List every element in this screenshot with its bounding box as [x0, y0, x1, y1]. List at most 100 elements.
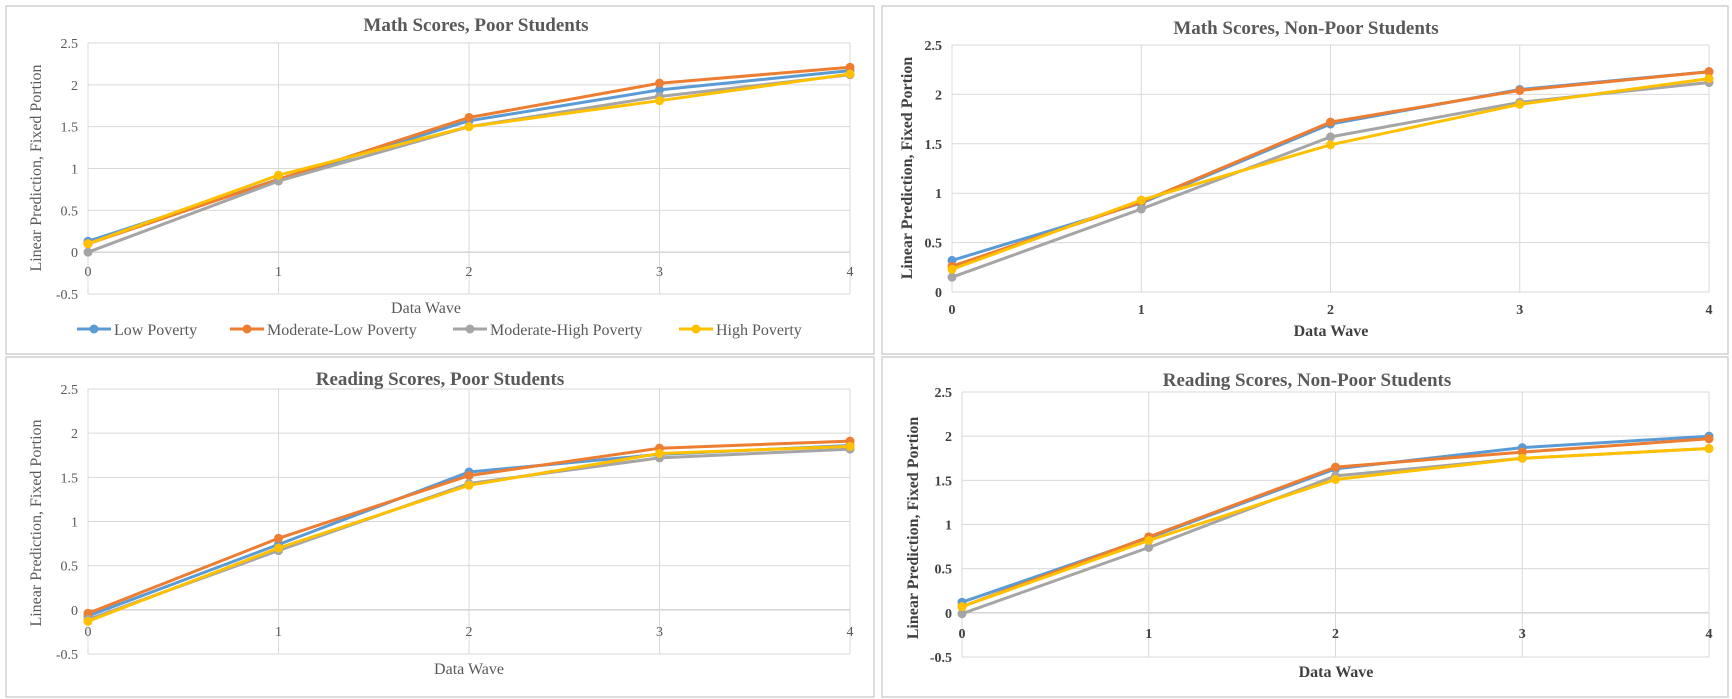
chart-title: Math Scores, Poor Students: [363, 15, 588, 36]
y-tick-label: -0.5: [56, 288, 78, 303]
data-point: [1517, 453, 1527, 463]
chart-math-nonpoor: Math Scores, Non-Poor Students Data Wave…: [899, 18, 1714, 340]
x-tick-label: 1: [275, 625, 282, 640]
y-axis-label: Linear Prediction, Fixed Portion: [28, 419, 45, 626]
data-point: [274, 543, 283, 553]
data-point: [845, 62, 855, 72]
x-tick-label: 0: [85, 265, 92, 280]
legend-swatch-marker: [691, 324, 701, 334]
data-point: [1136, 195, 1146, 205]
y-tick-label: 2: [945, 430, 952, 445]
x-axis-label: Data Wave: [1294, 323, 1369, 340]
legend-item-low-poverty: Low Poverty: [77, 322, 197, 339]
legend: Low Poverty Moderate-Low Poverty Moderat…: [77, 322, 802, 339]
data-point: [1136, 204, 1146, 214]
data-point: [1326, 140, 1335, 150]
y-tick-label: 1.5: [925, 138, 943, 153]
data-point: [1517, 447, 1527, 457]
data-point: [1326, 117, 1335, 127]
y-tick-label: 0: [935, 286, 942, 301]
x-tick-label: 3: [1519, 627, 1526, 642]
data-point: [83, 616, 93, 626]
y-tick-label: 1: [935, 187, 942, 202]
data-point: [274, 533, 283, 543]
y-tick-label: -0.5: [56, 648, 78, 663]
gridlines: [961, 391, 1710, 658]
legend-label: Moderate-High Poverty: [490, 322, 642, 339]
x-tick-label: 3: [1516, 303, 1523, 318]
x-tick-label: 3: [656, 625, 663, 640]
y-tick-label: 1: [71, 163, 78, 178]
data-point: [464, 122, 474, 132]
data-point: [1515, 85, 1525, 95]
y-tick-label: 1.5: [61, 471, 79, 486]
x-tick-label: 4: [1706, 627, 1713, 642]
data-point: [845, 69, 855, 79]
data-point: [1144, 542, 1154, 552]
data-point: [464, 112, 474, 122]
y-tick-label: 0.5: [61, 560, 79, 575]
legend-item-moderate-low-poverty: Moderate-Low Poverty: [230, 322, 417, 339]
x-tick-label: 2: [1332, 627, 1339, 642]
data-point: [274, 170, 283, 180]
y-tick-label: 1: [71, 516, 78, 531]
data-point: [957, 609, 967, 619]
x-axis-label: Data Wave: [1299, 664, 1374, 681]
y-tick-label: 0: [945, 607, 952, 622]
y-tick-label: 2.5: [61, 37, 79, 52]
y-axis-label: Linear Prediction, Fixed Portion: [905, 417, 922, 640]
x-tick-label: 0: [85, 625, 92, 640]
y-tick-label: 1.5: [935, 474, 953, 489]
y-tick-label: 0.5: [61, 204, 79, 219]
x-tick-label: 2: [1327, 303, 1334, 318]
chart-title: Math Scores, Non-Poor Students: [1173, 18, 1438, 39]
data-point: [1515, 99, 1525, 109]
panel-frame-reading-nonpoor: [881, 356, 1729, 698]
x-tick-label: 2: [466, 265, 473, 280]
legend-swatch-marker: [465, 324, 475, 334]
data-point: [655, 85, 664, 95]
y-tick-label: 2.5: [61, 383, 79, 398]
data-point: [1704, 74, 1714, 84]
data-point: [464, 471, 474, 481]
data-point: [83, 608, 93, 618]
data-point: [655, 78, 664, 88]
legend-label: Moderate-Low Poverty: [267, 322, 417, 339]
x-tick-label: 2: [466, 625, 473, 640]
data-point: [1704, 67, 1714, 77]
panel-frame-math-nonpoor: [881, 5, 1729, 355]
data-point: [655, 448, 664, 458]
y-tick-label: 0: [71, 604, 78, 619]
y-tick-label: 2: [71, 427, 78, 442]
data-point: [947, 272, 957, 282]
data-point: [957, 602, 967, 612]
gridlines: [951, 44, 1710, 293]
y-tick-label: 2.5: [935, 386, 953, 401]
panel-frame-reading-poor: [5, 356, 875, 698]
x-tick-label: 1: [1145, 627, 1152, 642]
y-tick-label: 1.5: [61, 121, 79, 136]
data-point: [655, 96, 664, 106]
chart-title: Reading Scores, Non-Poor Students: [1163, 370, 1452, 391]
x-tick-label: 0: [959, 627, 966, 642]
panel-frame-math-poor: [5, 5, 875, 355]
data-point: [1704, 434, 1714, 444]
y-axis-label: Linear Prediction, Fixed Portion: [28, 64, 45, 271]
data-point: [1326, 132, 1335, 142]
x-tick-label: 4: [1706, 303, 1713, 318]
x-tick-label: 3: [656, 265, 663, 280]
y-tick-label: 1: [945, 519, 952, 534]
data-point: [1704, 444, 1714, 454]
x-axis-label: Data Wave: [391, 300, 461, 317]
data-point: [845, 441, 855, 451]
x-tick-label: 4: [847, 265, 854, 280]
data-point: [1331, 474, 1340, 484]
legend-swatch-marker: [242, 324, 252, 334]
chart-reading-nonpoor: Reading Scores, Non-Poor Students Data W…: [905, 370, 1714, 681]
y-tick-label: 2: [935, 88, 942, 103]
y-tick-label: 2.5: [925, 39, 943, 54]
data-point: [464, 480, 474, 490]
legend-item-high-poverty: High Poverty: [679, 322, 802, 339]
x-axis-label: Data Wave: [434, 661, 504, 678]
